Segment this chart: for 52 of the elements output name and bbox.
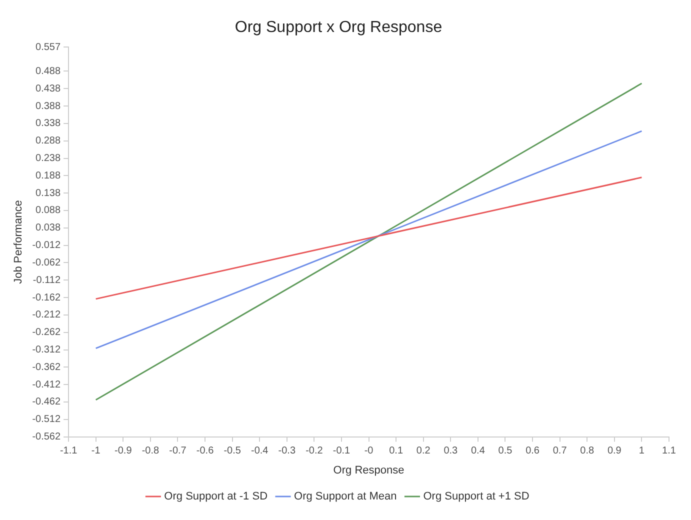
y-tick-label: -0.562 [32, 432, 61, 443]
x-tick-label: -0.1 [332, 446, 351, 457]
x-tick-label: 0.7 [552, 446, 568, 457]
y-tick-label: -0.512 [32, 414, 61, 426]
y-tick-label: 0.288 [36, 136, 61, 147]
y-tick-label: -0.312 [32, 344, 61, 356]
y-tick-label: 0.488 [36, 66, 61, 77]
x-tick-label: -0.9 [114, 446, 132, 457]
y-tick-label: -0.162 [32, 292, 61, 304]
legend-label: Org Support at +1 SD [423, 490, 530, 503]
x-tick-label: -0 [364, 446, 374, 457]
x-tick-label: -1.1 [60, 446, 78, 457]
x-tick-label: -0.3 [278, 446, 296, 457]
x-tick-label: 0.6 [526, 446, 540, 457]
x-tick-label: -0.2 [306, 446, 324, 457]
x-tick-label: 0.3 [444, 446, 458, 457]
legend-label: Org Support at Mean [294, 490, 397, 503]
x-tick-label: 0.9 [607, 446, 622, 457]
x-tick-label: 1 [638, 446, 645, 457]
y-tick-label: 0.438 [36, 83, 61, 94]
y-tick-label: 0.388 [36, 100, 61, 112]
y-tick-label: -0.062 [32, 257, 61, 268]
x-tick-label: 1.1 [662, 446, 676, 457]
x-tick-label: 0.2 [416, 446, 431, 457]
y-tick-label: 0.188 [36, 170, 61, 182]
y-tick-label: -0.262 [32, 327, 61, 338]
y-tick-label: 0.557 [36, 42, 61, 53]
y-tick-label: -0.212 [32, 310, 61, 321]
x-tick-label: -0.8 [142, 446, 160, 457]
x-axis-title: Org Response [333, 464, 404, 476]
x-tick-label: -0.4 [250, 446, 269, 457]
x-tick-label: -0.7 [169, 446, 187, 457]
x-tick-label: 0.5 [498, 446, 513, 457]
y-tick-label: 0.238 [36, 153, 61, 164]
y-tick-label: 0.338 [36, 118, 61, 130]
x-tick-label: -0.5 [224, 446, 242, 457]
chart-title: Org Support x Org Response [234, 19, 442, 36]
x-tick-label: 0.8 [580, 446, 595, 457]
y-tick-label: 0.138 [36, 188, 61, 199]
y-axis-title: Job Performance [12, 200, 25, 284]
y-tick-label: -0.012 [32, 240, 61, 252]
y-tick-label: -0.412 [32, 379, 61, 390]
legend-label: Org Support at -1 SD [164, 490, 268, 503]
y-tick-label: 0.038 [36, 222, 61, 234]
x-tick-label: -1 [91, 446, 101, 457]
x-tick-label: -0.6 [196, 446, 214, 457]
y-tick-label: -0.362 [32, 362, 61, 373]
y-tick-label: 0.088 [36, 205, 61, 216]
y-tick-label: -0.112 [32, 274, 61, 286]
y-tick-label: -0.462 [32, 396, 61, 408]
x-tick-label: 0.4 [470, 446, 486, 457]
x-tick-label: 0.1 [389, 446, 404, 457]
